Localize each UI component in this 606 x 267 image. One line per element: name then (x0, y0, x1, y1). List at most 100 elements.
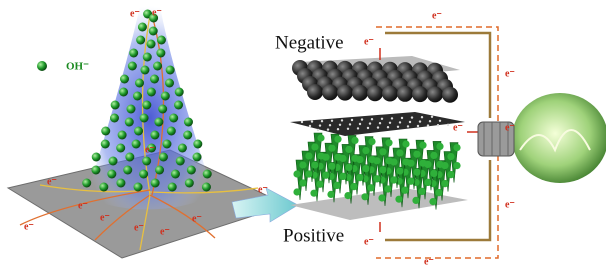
ion (154, 118, 163, 127)
sphere (307, 84, 323, 100)
ion (92, 153, 101, 162)
ion (120, 75, 129, 84)
hole (397, 126, 399, 128)
ion (157, 36, 166, 45)
nanoflake (384, 185, 391, 192)
nanoflake (413, 151, 420, 158)
ion (116, 144, 125, 153)
sphere (322, 84, 338, 100)
hole (361, 118, 363, 120)
nanoflake (293, 188, 300, 195)
electron-label: e⁻ (47, 176, 57, 187)
hole (409, 121, 411, 123)
ion (101, 127, 110, 136)
ion (132, 140, 141, 149)
nanoflake (317, 152, 324, 159)
ion (156, 49, 165, 58)
hole (319, 124, 321, 126)
positive-label: Positive (283, 225, 344, 246)
ion (187, 166, 196, 175)
ion (107, 170, 116, 179)
hole (381, 118, 383, 120)
nanoflake (362, 147, 369, 154)
nanoflake (407, 178, 414, 185)
electron-label: e⁻ (258, 184, 268, 195)
nanoflake (385, 139, 392, 146)
ion (110, 114, 119, 123)
ion (143, 53, 152, 62)
nanoflake (390, 176, 397, 183)
electron-label: e⁻ (160, 226, 170, 237)
sphere (382, 86, 398, 102)
ion (202, 183, 211, 192)
ion (109, 157, 118, 166)
electron-label: e⁻ (100, 212, 110, 223)
nanoflake (351, 137, 358, 144)
sphere (412, 86, 428, 102)
ion (153, 62, 162, 71)
ion (142, 101, 151, 110)
electron-label: e⁻ (152, 7, 162, 18)
nanoflake (317, 134, 324, 141)
ion (142, 157, 151, 166)
nanoflake (310, 190, 317, 197)
ion (184, 118, 193, 127)
nanoflake (379, 166, 386, 173)
hole (369, 122, 371, 124)
ion (169, 114, 178, 123)
ion-legend-ball (37, 61, 47, 71)
ion (165, 79, 174, 88)
electron-label: e⁻ (505, 122, 515, 133)
sphere (337, 85, 353, 101)
nanoflake (395, 196, 402, 203)
nanoflake (328, 145, 335, 152)
nanoflake (378, 194, 385, 201)
ion (135, 79, 144, 88)
ion (118, 131, 127, 140)
nanoflake (311, 161, 318, 168)
ion (151, 179, 160, 188)
nanoflake (424, 179, 431, 186)
nanoflake (299, 161, 306, 168)
electron-label: e⁻ (145, 144, 155, 155)
nanoflake (333, 182, 340, 189)
nanoflake (447, 171, 454, 178)
nanoflake (345, 146, 352, 153)
nanoflake (362, 165, 369, 172)
separator (290, 112, 465, 136)
nanoflake (350, 183, 357, 190)
electron-label: e⁻ (364, 236, 374, 247)
nanoflake (293, 170, 300, 177)
electron-label: e⁻ (505, 68, 515, 79)
ion (138, 23, 147, 32)
hole (401, 117, 403, 119)
nanoflake (311, 143, 318, 150)
nanoflake (447, 153, 454, 160)
hole (379, 122, 381, 124)
ion (159, 153, 168, 162)
nanoflake (351, 155, 358, 162)
left-panel: OH⁻ (8, 6, 287, 258)
ion (126, 105, 135, 114)
ion (125, 118, 134, 127)
ion (162, 140, 171, 149)
hole (437, 124, 439, 126)
negative-electrode (292, 60, 458, 103)
hole (317, 129, 319, 131)
electron-label: e⁻ (505, 199, 515, 210)
nanoflake (401, 187, 408, 194)
hole (341, 119, 343, 121)
ion (150, 75, 159, 84)
nanoflake (361, 193, 368, 200)
nanoflake (419, 142, 426, 149)
ion-label: OH⁻ (66, 61, 89, 73)
ion (193, 140, 202, 149)
ion (158, 105, 167, 114)
hole (407, 125, 409, 127)
nanoflake (413, 169, 420, 176)
electron-label: e⁻ (424, 256, 434, 267)
hole (359, 123, 361, 125)
nanoflake (402, 140, 409, 147)
hole (417, 125, 419, 127)
ion (139, 170, 148, 179)
